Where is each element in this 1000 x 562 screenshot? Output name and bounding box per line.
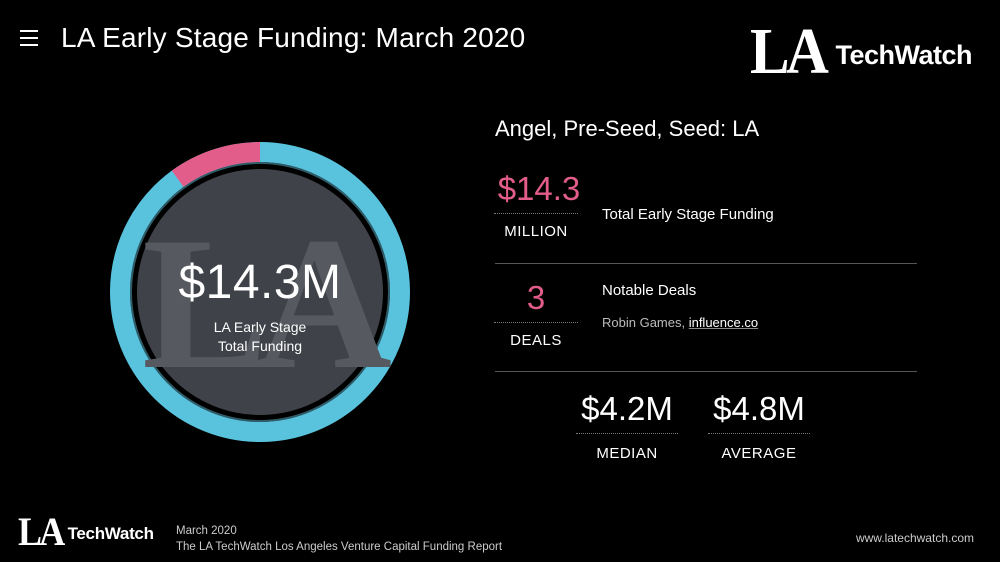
donut-inner-disc bbox=[137, 169, 383, 415]
footer-brand-logo: LA TechWatch bbox=[18, 512, 154, 552]
funding-description: Total Early Stage Funding bbox=[602, 206, 774, 223]
donut-label-line2: Total Funding bbox=[217, 338, 303, 354]
funding-donut-chart: LA $14.3M LA Early Stage Total Funding bbox=[105, 137, 415, 447]
donut-label-line1: LA Early Stage bbox=[213, 319, 307, 335]
deals-count: 3 bbox=[526, 279, 546, 316]
funding-amount: $14.3 bbox=[497, 170, 581, 207]
footer-date: March 2020 bbox=[176, 525, 237, 537]
donut-total-label: LA Early Stage Total Funding bbox=[105, 318, 415, 356]
donut-inner-edge bbox=[130, 162, 390, 422]
donut-highlight-segment bbox=[171, 142, 261, 187]
deals-divider bbox=[494, 322, 578, 323]
average-value: $4.8M bbox=[713, 390, 805, 427]
deals-description: Notable Deals bbox=[602, 282, 697, 299]
section-title: Angel, Pre-Seed, Seed: LA bbox=[495, 116, 760, 141]
footer-report-info: March 2020 The LA TechWatch Los Angeles … bbox=[176, 523, 502, 555]
footer-logo-techwatch: TechWatch bbox=[67, 524, 154, 543]
median-label: MEDIAN bbox=[596, 445, 658, 462]
page-title: LA Early Stage Funding: March 2020 bbox=[61, 22, 526, 53]
brand-logo-la: LA bbox=[749, 15, 829, 88]
donut-total-value: $14.3M bbox=[178, 256, 342, 309]
funding-divider bbox=[494, 213, 578, 214]
section-divider-1 bbox=[495, 263, 917, 264]
deal-names: Robin Games, influence.co bbox=[602, 315, 758, 330]
median-divider bbox=[576, 433, 678, 434]
brand-logo-techwatch: TechWatch bbox=[835, 39, 972, 70]
median-value: $4.2M bbox=[581, 390, 673, 427]
deals-unit: DEALS bbox=[510, 332, 562, 349]
section-divider-2 bbox=[495, 371, 917, 372]
donut-graphic: LA bbox=[110, 142, 410, 442]
deal-link-influence[interactable]: influence.co bbox=[688, 315, 759, 330]
average-label: AVERAGE bbox=[721, 445, 797, 462]
donut-watermark: LA bbox=[142, 199, 391, 409]
deal-name-robin-games: Robin Games, bbox=[602, 315, 689, 330]
average-divider bbox=[708, 433, 810, 434]
footer-report-title: The LA TechWatch Los Angeles Venture Cap… bbox=[176, 541, 503, 553]
footer-website-link[interactable]: www.latechwatch.com bbox=[855, 531, 974, 545]
funding-unit: MILLION bbox=[504, 223, 568, 240]
footer-logo-la: LA bbox=[18, 509, 65, 554]
brand-logo[interactable]: LA TechWatch bbox=[749, 15, 973, 88]
hamburger-menu-icon[interactable] bbox=[20, 30, 38, 46]
